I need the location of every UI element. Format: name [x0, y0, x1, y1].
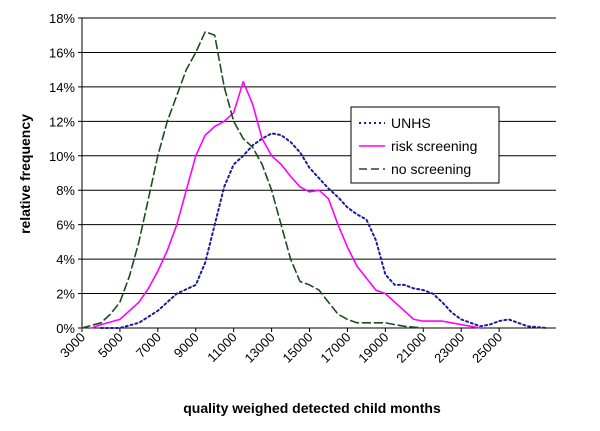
series-line-no-screening	[81, 30, 425, 329]
x-axis-title: quality weighed detected child months	[183, 400, 441, 416]
y-tick-label: 8%	[56, 183, 75, 198]
legend-label-no-screening: no screening	[391, 161, 471, 177]
series-line-unhs	[100, 132, 548, 329]
y-axis-title: relative frequency	[17, 114, 33, 234]
y-tick-label: 0%	[56, 321, 75, 336]
y-tick-label: 6%	[56, 218, 75, 233]
series-line-risk-screening	[90, 80, 482, 329]
y-tick-label: 16%	[49, 45, 75, 60]
y-axis-ticks: 0% 2% 4% 6% 8% 10% 12% 14% 16% 18%	[49, 11, 82, 336]
y-tick-label: 4%	[56, 252, 75, 267]
y-tick-label: 10%	[49, 149, 75, 164]
legend-box	[350, 106, 500, 184]
legend: UNHS risk screening no screening	[350, 106, 500, 184]
y-tick-label: 14%	[49, 80, 75, 95]
y-tick-label: 2%	[56, 287, 75, 302]
series-lines	[81, 30, 548, 329]
grid	[82, 17, 556, 295]
y-tick-label: 12%	[49, 114, 75, 129]
y-tick-label: 18%	[49, 11, 75, 26]
legend-label-risk-screening: risk screening	[391, 138, 477, 154]
legend-label-unhs: UNHS	[391, 115, 431, 131]
